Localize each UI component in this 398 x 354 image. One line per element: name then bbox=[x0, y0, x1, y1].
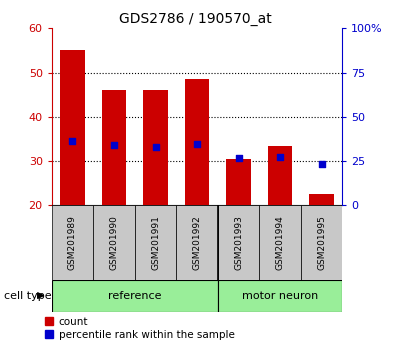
Point bbox=[318, 161, 325, 167]
Bar bbox=[259, 205, 301, 280]
Bar bbox=[301, 205, 342, 280]
Bar bbox=[52, 205, 93, 280]
Text: GSM201989: GSM201989 bbox=[68, 215, 77, 270]
Text: reference: reference bbox=[108, 291, 162, 301]
Bar bbox=[218, 280, 342, 312]
Text: motor neuron: motor neuron bbox=[242, 291, 318, 301]
Legend: count, percentile rank within the sample: count, percentile rank within the sample bbox=[45, 317, 234, 340]
Text: GSM201993: GSM201993 bbox=[234, 215, 243, 270]
Text: GSM201994: GSM201994 bbox=[275, 215, 285, 270]
Bar bbox=[135, 205, 176, 280]
Point bbox=[111, 142, 117, 148]
Bar bbox=[93, 205, 135, 280]
Text: GDS2786 / 190570_at: GDS2786 / 190570_at bbox=[119, 12, 271, 27]
Bar bbox=[226, 159, 251, 205]
Point bbox=[69, 138, 76, 144]
Bar bbox=[101, 90, 127, 205]
Text: GSM201991: GSM201991 bbox=[151, 215, 160, 270]
Bar bbox=[143, 90, 168, 205]
Bar bbox=[52, 280, 218, 312]
Point bbox=[194, 142, 200, 147]
Text: GSM201995: GSM201995 bbox=[317, 215, 326, 270]
Bar bbox=[185, 79, 209, 205]
Text: cell type: cell type bbox=[4, 291, 52, 301]
Bar bbox=[218, 205, 259, 280]
Point bbox=[152, 144, 159, 150]
Point bbox=[277, 154, 283, 159]
Bar bbox=[60, 51, 85, 205]
Bar bbox=[176, 205, 218, 280]
Text: GSM201992: GSM201992 bbox=[193, 215, 201, 270]
Point bbox=[235, 155, 242, 160]
Text: GSM201990: GSM201990 bbox=[109, 215, 119, 270]
Bar bbox=[267, 145, 293, 205]
Bar bbox=[309, 194, 334, 205]
